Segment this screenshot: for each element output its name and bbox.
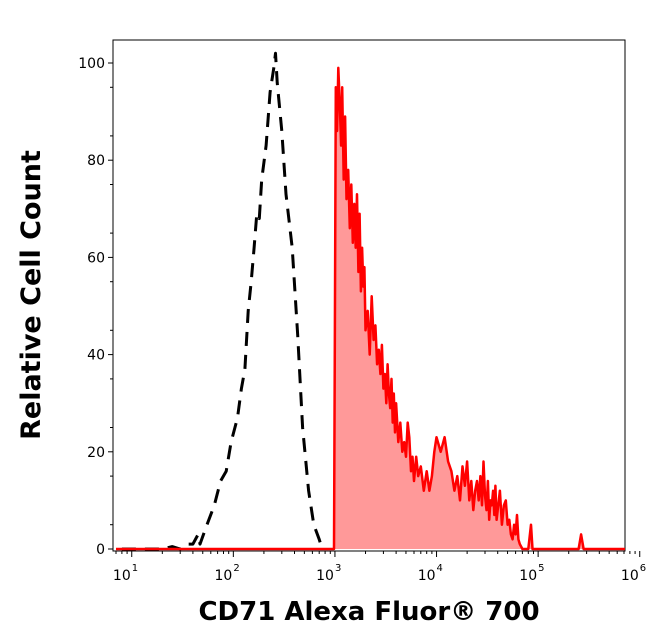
- x-tick-base: 10: [418, 568, 436, 584]
- x-tick-label: 10 5: [519, 563, 544, 584]
- x-tick-label: 10 6: [621, 563, 646, 584]
- x-tick-label: 10 3: [316, 563, 341, 584]
- x-tick-base: 10: [113, 568, 131, 584]
- x-tick-exponent: 2: [233, 563, 239, 574]
- y-tick-label: 60: [87, 250, 105, 266]
- x-tick-label: 10 1: [113, 563, 138, 584]
- x-tick-exponent: 6: [640, 563, 646, 574]
- y-tick-label: 100: [78, 56, 105, 72]
- series-1-line: [116, 66, 625, 551]
- x-tick-label: 10 2: [215, 563, 240, 584]
- x-tick-base: 10: [215, 568, 233, 584]
- y-tick-label: 0: [96, 542, 105, 558]
- y-tick-label: 80: [87, 153, 105, 169]
- x-axis-ticks: 10 1 10 2 10 3 10 4 10 5 10 6: [113, 551, 646, 584]
- series-layer: [116, 51, 625, 551]
- x-tick-exponent: 4: [437, 563, 443, 574]
- y-tick-label: 20: [87, 445, 105, 461]
- y-axis-label: Relative Cell Count: [16, 150, 47, 440]
- y-axis-ticks: 0 20 40 60 80 100: [78, 56, 113, 558]
- series-0-line: [121, 51, 324, 551]
- x-tick-exponent: 1: [132, 563, 138, 574]
- x-tick-exponent: 5: [538, 563, 544, 574]
- x-tick-exponent: 3: [335, 563, 341, 574]
- y-tick-label: 40: [87, 348, 105, 364]
- x-axis-label: CD71 Alexa Fluor® 700: [198, 597, 539, 627]
- x-tick-base: 10: [621, 568, 639, 584]
- plot-frame: [112, 39, 626, 552]
- x-tick-base: 10: [316, 568, 334, 584]
- series-1-area: [116, 67, 625, 550]
- x-tick-base: 10: [519, 568, 537, 584]
- x-tick-label: 10 4: [418, 563, 443, 584]
